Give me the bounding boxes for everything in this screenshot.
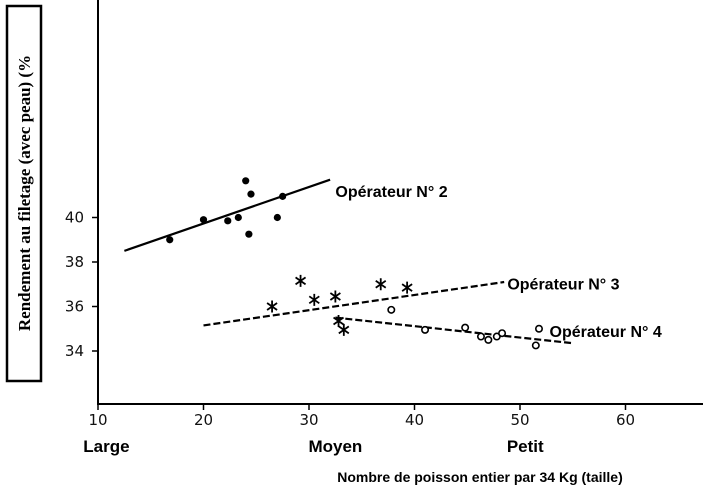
size-category-label: Moyen — [308, 437, 362, 456]
data-point — [242, 177, 250, 185]
x-tick-label: 60 — [616, 411, 635, 429]
size-category-label: Large — [83, 437, 129, 456]
trend-line — [124, 178, 331, 252]
y-axis-label-box: Rendement au filetage (avec peau) (% — [5, 4, 43, 383]
y-tick-label: 38 — [65, 253, 84, 271]
x-tick-label: 10 — [88, 411, 107, 429]
data-point — [338, 323, 350, 336]
data-point — [421, 325, 430, 334]
data-point — [387, 305, 396, 314]
data-point — [476, 332, 485, 341]
series-label: Opérateur N° 3 — [507, 276, 619, 293]
data-point — [245, 230, 253, 238]
trend-line — [203, 280, 505, 327]
data-point — [401, 281, 413, 294]
x-axis-label: Nombre de poisson entier par 34 Kg (tail… — [337, 469, 623, 485]
data-point — [333, 314, 345, 327]
data-point — [329, 290, 341, 303]
x-tick-label: 30 — [299, 411, 318, 429]
series-labels: Opérateur N° 2 Opérateur N° 3 Opérateur N°… — [335, 184, 661, 341]
x-tick-label: 40 — [405, 411, 424, 429]
series-label: Opérateur N° 2 — [335, 184, 447, 201]
size-category-label: Petit — [507, 437, 544, 456]
y-tick-label: 36 — [65, 298, 84, 316]
data-point — [273, 213, 281, 222]
data-point — [484, 335, 493, 344]
data-point — [375, 278, 387, 291]
y-ticks: 34 36 38 40 — [65, 209, 98, 360]
x-tick-label: 50 — [510, 411, 529, 429]
data-points — [166, 177, 543, 350]
data-point — [266, 300, 278, 313]
data-point — [224, 217, 232, 225]
data-point — [234, 213, 242, 222]
series-label: Opérateur N° 4 — [550, 324, 662, 341]
data-point — [295, 274, 307, 287]
size-categories: Large Moyen Petit — [83, 437, 544, 456]
data-point — [279, 192, 287, 200]
data-point — [308, 293, 320, 306]
data-point — [166, 236, 174, 244]
trend-lines — [124, 178, 573, 345]
y-axis-label: Rendement au filetage (avec peau) (% — [15, 55, 34, 331]
data-point — [199, 216, 208, 224]
data-point — [531, 341, 540, 350]
data-point — [247, 190, 255, 198]
x-tick-label: 20 — [194, 411, 213, 429]
axes — [97, 0, 703, 405]
data-point — [498, 329, 507, 338]
data-point — [461, 323, 470, 332]
y-tick-label: 34 — [65, 342, 84, 360]
data-point — [534, 324, 543, 333]
x-ticks: 10 20 30 40 50 60 — [88, 404, 635, 429]
y-tick-label: 40 — [65, 209, 84, 227]
